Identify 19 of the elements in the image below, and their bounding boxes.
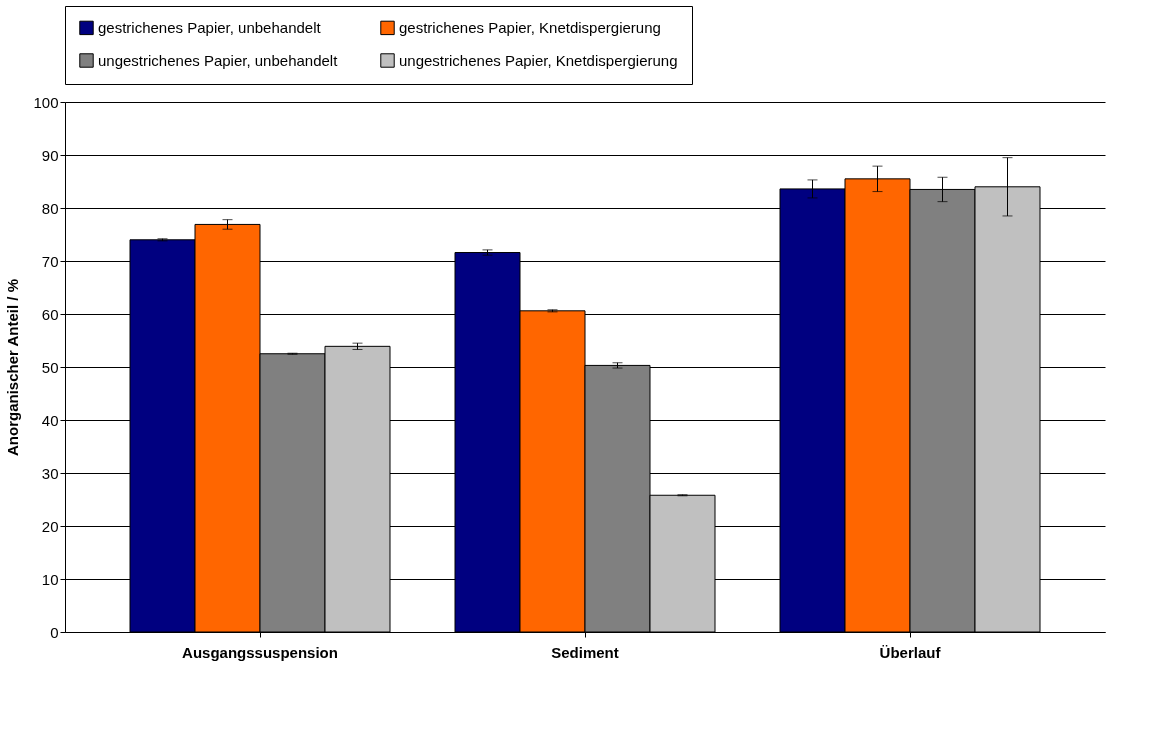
y-tick-label: 70 <box>41 252 59 270</box>
y-tick-label: 100 <box>33 93 59 111</box>
legend-label: ungestrichenes Papier, unbehandelt <box>98 51 339 69</box>
y-tick-label: 60 <box>41 305 59 323</box>
y-tick-label: 10 <box>41 570 59 588</box>
legend-label: ungestrichenes Papier, Knetdispergierung <box>399 51 678 69</box>
y-tick-label: 30 <box>41 464 59 482</box>
y-tick-label: 90 <box>41 146 59 164</box>
x-tick-label: Sediment <box>551 643 619 661</box>
x-tick-label: Überlauf <box>879 643 942 661</box>
y-tick-label: 0 <box>50 623 59 641</box>
legend-label: gestrichenes Papier, Knetdispergierung <box>399 18 661 36</box>
legend-label: gestrichenes Papier, unbehandelt <box>98 18 322 36</box>
y-tick-label: 80 <box>41 199 59 217</box>
y-axis-title: Anorganischer Anteil / % <box>4 279 22 456</box>
y-tick-label: 20 <box>41 517 59 535</box>
y-tick-label: 50 <box>41 358 59 376</box>
y-tick-label: 40 <box>41 411 59 429</box>
x-tick-label: Ausgangssuspension <box>182 643 338 661</box>
